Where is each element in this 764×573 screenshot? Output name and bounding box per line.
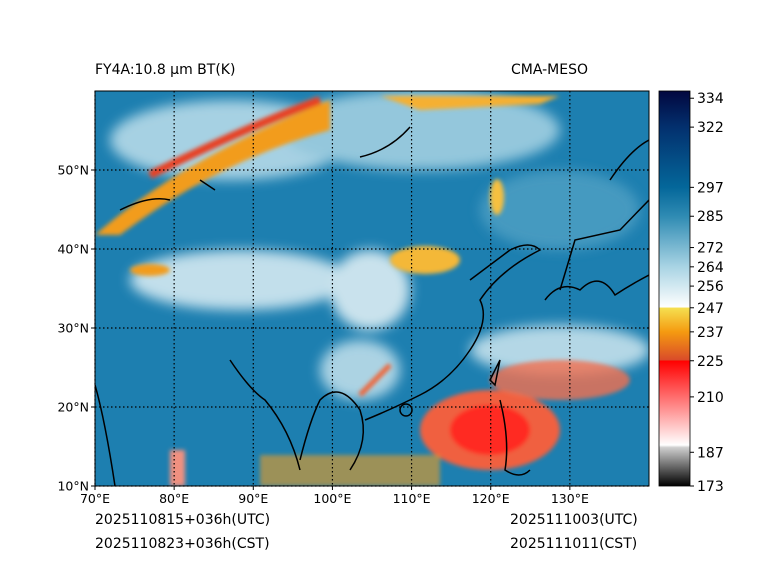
map-axes: 70°E 80°E 90°E 100°E 110°E 120°E 130°E 10°N 20°N… bbox=[57, 163, 588, 507]
colorbar bbox=[659, 91, 690, 486]
title-right: CMA-MESO bbox=[511, 62, 589, 78]
lat-tick-label: 10°N bbox=[57, 479, 89, 494]
valid-time-cst: 2025111011(CST) bbox=[510, 536, 638, 552]
init-time-cst: 2025110823+036h(CST) bbox=[95, 536, 270, 552]
colorbar-tick-label: 334 bbox=[697, 91, 724, 107]
lon-tick-label: 70°E bbox=[80, 491, 110, 506]
title-left: FY4A:10.8 µm BT(K) bbox=[95, 62, 236, 78]
lat-tick-label: 40°N bbox=[57, 242, 89, 257]
lon-tick-label: 130°E bbox=[551, 491, 589, 506]
colorbar-tick-label: 264 bbox=[697, 260, 724, 276]
lat-tick-label: 30°N bbox=[57, 321, 89, 336]
colorbar-tick-label: 225 bbox=[697, 354, 724, 370]
lon-tick-label: 110°E bbox=[393, 491, 431, 506]
colorbar-frame bbox=[658, 90, 691, 487]
colorbar-tick-label: 322 bbox=[697, 120, 724, 136]
lat-tick-label: 20°N bbox=[57, 400, 89, 415]
lat-tick-label: 50°N bbox=[57, 163, 89, 178]
coastlines bbox=[95, 126, 649, 486]
colorbar-tick-label: 237 bbox=[697, 325, 724, 341]
map-frame bbox=[94, 90, 650, 487]
lon-tick-label: 100°E bbox=[313, 491, 351, 506]
init-time-utc: 2025110815+036h(UTC) bbox=[95, 512, 271, 528]
colorbar-tick-label: 297 bbox=[697, 180, 724, 196]
colorbar-ticks: 173 187 210 225 237 247 256 264 272 285 297 322 334 bbox=[690, 91, 724, 495]
lon-tick-label: 120°E bbox=[472, 491, 510, 506]
valid-time-utc: 2025111003(UTC) bbox=[510, 512, 638, 528]
satellite-image bbox=[95, 91, 649, 486]
colorbar-tick-label: 272 bbox=[697, 241, 724, 257]
colorbar-tick-label: 285 bbox=[697, 209, 724, 225]
lon-tick-label: 80°E bbox=[159, 491, 189, 506]
cold-cloud-tops bbox=[95, 96, 630, 486]
colorbar-tick-label: 256 bbox=[697, 279, 724, 295]
colorbar-tick-label: 187 bbox=[697, 445, 724, 461]
colorbar-tick-label: 247 bbox=[697, 301, 724, 317]
colorbar-tick-label: 210 bbox=[697, 390, 724, 406]
colorbar-tick-label: 173 bbox=[697, 479, 724, 495]
lon-tick-label: 90°E bbox=[238, 491, 268, 506]
